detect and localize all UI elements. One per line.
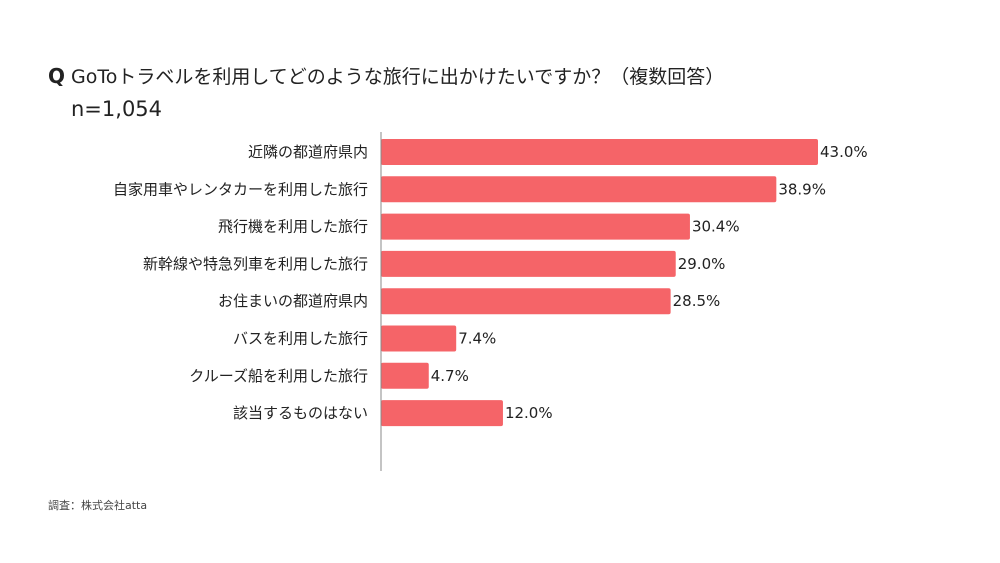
bar [381,176,777,203]
chart-subtitle: n=1,054 [71,97,163,121]
bar [381,213,690,240]
category-label: バスを利用した旅行 [233,330,368,348]
category-label: お住まいの都道府県内 [218,292,368,310]
value-label: 7.4% [458,330,496,348]
value-label: 4.7% [431,367,469,385]
bar [381,325,457,352]
bar [381,139,818,165]
bar [381,400,503,427]
value-label: 30.4% [692,218,740,236]
category-label: 該当するものはない [233,404,368,422]
title-text: GoToトラベルを利用してどのような旅行に出かけたいですか？（複数回答） [71,66,725,88]
bar [381,250,676,277]
category-label: 新幹線や特急列車を利用した旅行 [143,255,368,273]
value-label: 12.0% [505,404,553,422]
value-label: 28.5% [673,292,721,310]
category-label: 自家用車やレンタカーを利用した旅行 [113,180,368,198]
category-label: 飛行機を利用した旅行 [218,218,368,236]
source-note: 調査：株式会社atta [48,499,148,512]
question-mark-label: Q [48,64,66,88]
bar [381,288,671,315]
bar [381,362,429,389]
value-label: 43.0% [820,143,868,161]
value-label: 29.0% [678,255,726,273]
category-label: 近隣の都道府県内 [248,143,368,161]
category-label: クルーズ船を利用した旅行 [189,367,368,385]
chart-title: Q GoToトラベルを利用してどのような旅行に出かけたいですか？（複数回答） [48,64,724,89]
value-label: 38.9% [778,180,826,198]
